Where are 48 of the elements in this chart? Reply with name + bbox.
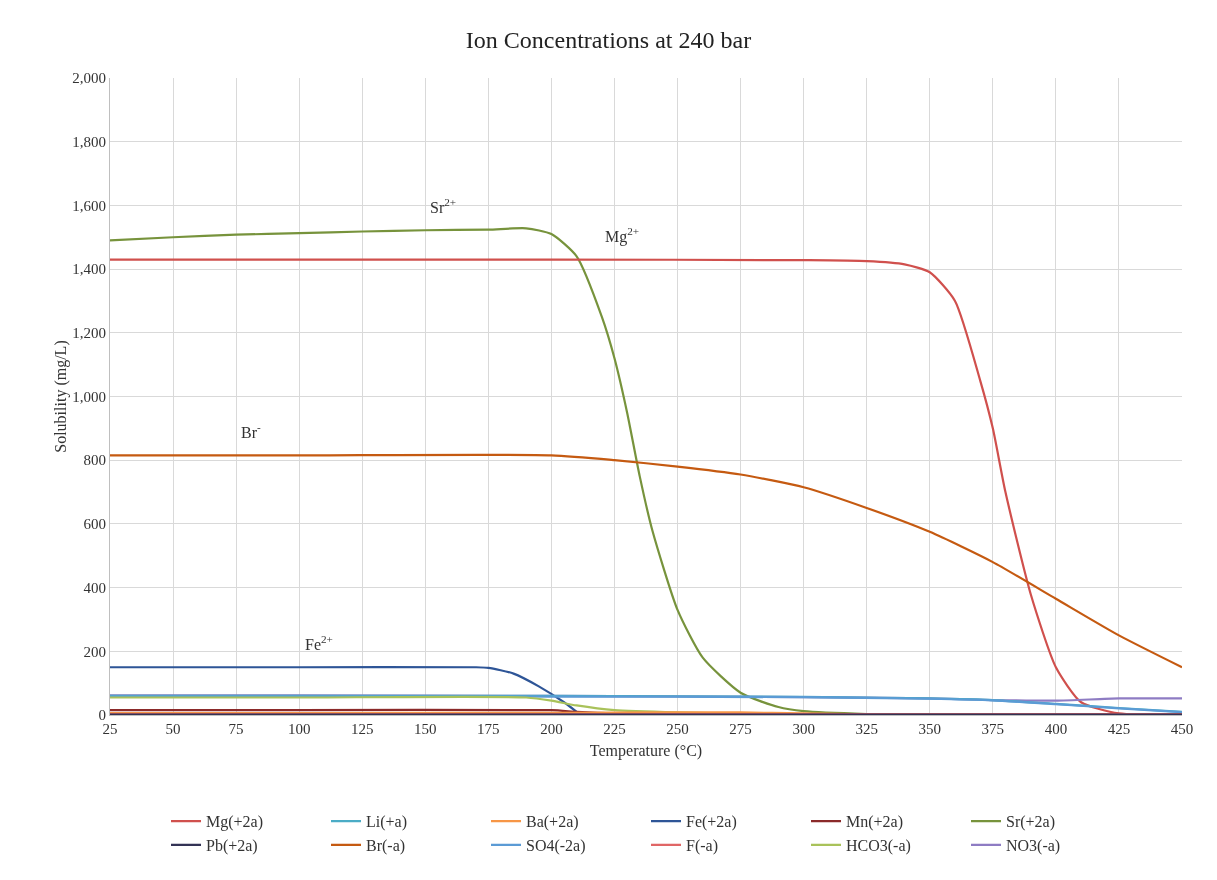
y-tick-label: 1,800 — [72, 133, 106, 150]
annotation: Br$^{-}$ — [241, 421, 261, 441]
y-tick-label: 600 — [83, 516, 106, 533]
legend-label: Sr(+2a) — [1006, 813, 1056, 832]
x-axis-title: Temperature (°C) — [589, 741, 703, 760]
x-tick-label: 375 — [981, 721, 1005, 737]
y-tick-label: 200 — [83, 643, 106, 660]
x-tick-label: 275 — [729, 721, 752, 737]
x-tick-label: 150 — [414, 721, 437, 737]
y-tick-label: 2,000 — [72, 70, 106, 87]
annotation: Fe$^{2+}$ — [305, 633, 333, 653]
x-tick-label: 350 — [918, 721, 942, 737]
legend-label: Br(-a) — [366, 837, 406, 856]
x-tick-label: 250 — [666, 721, 689, 737]
y-tick-label: 1,000 — [72, 388, 106, 405]
x-tick-label: 450 — [1170, 721, 1194, 737]
legend-label: Fe(+2a) — [686, 813, 737, 832]
x-tick-label: 300 — [792, 721, 815, 737]
x-tick-label: 175 — [477, 721, 500, 737]
y-tick-label: 1,600 — [72, 197, 106, 214]
x-tick-label: 25 — [102, 721, 118, 737]
y-tick-label: 0 — [98, 707, 106, 724]
y-tick-label: 1,200 — [72, 325, 106, 342]
x-tick-label: 200 — [540, 721, 563, 737]
x-tick-label: 50 — [165, 721, 181, 737]
legend-label: SO4(-2a) — [526, 837, 586, 856]
legend-label: NO3(-a) — [1006, 837, 1061, 856]
annotation: Mg$^{2+}$ — [605, 225, 640, 246]
legend-label: F(-a) — [686, 837, 718, 856]
x-tick-label: 325 — [855, 721, 878, 737]
x-tick-label: 425 — [1107, 721, 1131, 737]
y-axis-title: Solubility (mg/L) — [52, 340, 71, 453]
y-tick-label: 800 — [83, 452, 106, 469]
legend-label: Li(+a) — [366, 813, 407, 832]
y-tick-label: 400 — [83, 579, 106, 596]
legend-label: HCO3(-a) — [846, 837, 911, 856]
x-tick-label: 100 — [287, 721, 311, 737]
y-tick-label: 1,400 — [72, 261, 106, 278]
x-tick-label: 400 — [1044, 721, 1068, 737]
chart-title: Ion Concentrations at 240 bar — [465, 26, 752, 53]
x-tick-label: 125 — [350, 721, 374, 737]
x-tick-label: 225 — [603, 721, 626, 737]
annotation: Sr$^{2+}$ — [430, 196, 457, 216]
legend-label: Ba(+2a) — [526, 813, 579, 832]
legend-label: Pb(+2a) — [206, 837, 258, 856]
legend-label: Mg(+2a) — [206, 813, 264, 832]
x-tick-label: 75 — [228, 721, 244, 737]
legend-label: Mn(+2a) — [846, 813, 904, 832]
